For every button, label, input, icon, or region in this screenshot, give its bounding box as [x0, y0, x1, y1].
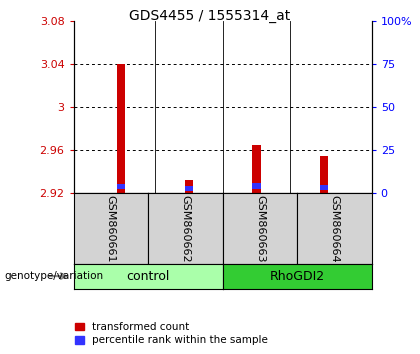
Text: genotype/variation: genotype/variation [4, 271, 103, 281]
Bar [117, 64, 125, 193]
Text: GDS4455 / 1555314_at: GDS4455 / 1555314_at [129, 9, 291, 23]
Text: GSM860663: GSM860663 [255, 195, 265, 262]
Bar [320, 156, 328, 193]
Text: GSM860662: GSM860662 [180, 194, 190, 262]
Text: GSM860664: GSM860664 [329, 194, 339, 262]
Bar [117, 184, 125, 189]
Legend: transformed count, percentile rank within the sample: transformed count, percentile rank withi… [74, 322, 268, 345]
Text: control: control [126, 270, 170, 282]
Bar [185, 187, 193, 191]
Bar [320, 185, 328, 190]
Bar [185, 180, 193, 193]
Text: RhoGDI2: RhoGDI2 [270, 270, 325, 282]
Bar [252, 145, 260, 193]
Bar [252, 183, 260, 189]
Text: GSM860661: GSM860661 [106, 195, 116, 262]
